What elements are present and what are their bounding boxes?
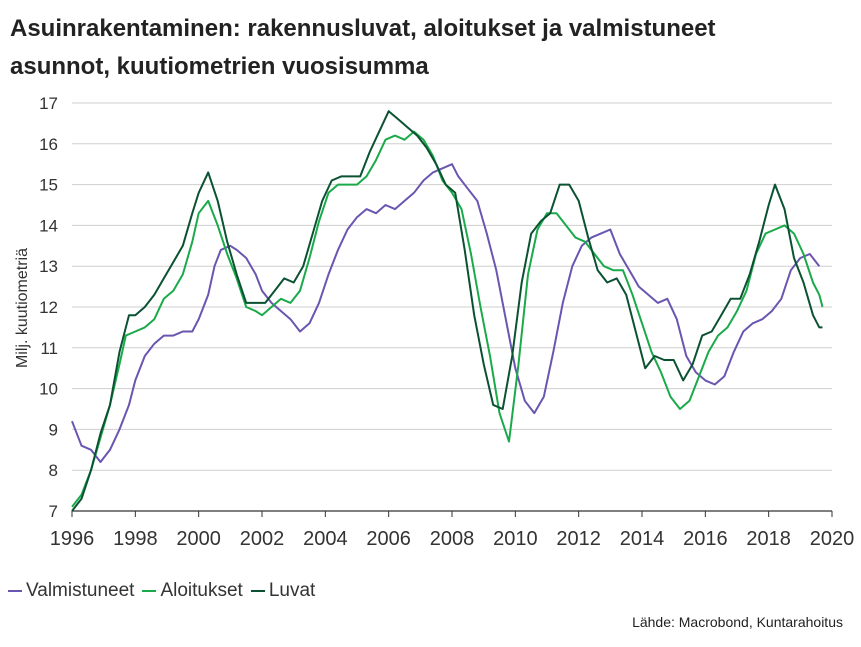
x-tick-label: 2006: [366, 528, 411, 550]
legend-item-valmistuneet: Valmistuneet: [8, 580, 134, 602]
chart-title: Asuinrakentaminen: rakennusluvat, aloitu…: [10, 10, 850, 86]
x-tick-label: 2012: [556, 528, 601, 550]
series-line-luvat: [71, 110, 823, 512]
legend-swatch: [8, 590, 22, 592]
legend-swatch: [142, 590, 157, 592]
y-tick-label: 12: [39, 298, 58, 317]
x-tick-label: 2020: [810, 528, 855, 550]
y-tick-label: 13: [39, 257, 58, 276]
legend-swatch: [250, 590, 265, 592]
series-line-valmistuneet: [71, 163, 821, 463]
series-line-aloitukset: [71, 130, 824, 508]
x-tick-label: 2016: [683, 528, 728, 550]
gridlines: [72, 102, 832, 512]
y-axis-label: Milj. kuutiometriä: [14, 248, 31, 368]
y-tick-label: 11: [40, 339, 58, 358]
x-tick-label: 2010: [493, 528, 538, 550]
chart-title-line-1: Asuinrakentaminen: rakennusluvat, aloitu…: [10, 15, 716, 42]
y-tick-label: 16: [39, 135, 58, 154]
x-tick-label: 1998: [113, 528, 158, 550]
x-tick-label: 2002: [240, 528, 285, 550]
legend-item-aloitukset: Aloitukset: [142, 580, 243, 602]
y-tick-label: 9: [49, 420, 58, 439]
legend-label: Luvat: [268, 580, 316, 601]
legend: Valmistuneet Aloitukset Luvat: [8, 578, 323, 604]
source-note: Lähde: Macrobond, Kuntarahoitus: [632, 614, 843, 630]
y-tick-label: 15: [39, 176, 58, 195]
x-axis: 1996 1998 2000 2002 2004 2006 2008 2010 2012 2014…: [50, 510, 855, 550]
chart-title-line-2: asunnot, kuutiometrien vuosisumma: [10, 53, 429, 80]
y-tick-label: 17: [39, 94, 58, 113]
y-tick-label: 10: [39, 380, 58, 399]
y-tick-label: 8: [49, 461, 58, 480]
x-tick-label: 1996: [50, 528, 95, 550]
x-tick-label: 2018: [746, 528, 791, 550]
legend-label: Aloitukset: [160, 580, 243, 601]
y-axis-ticks: 7 8 9 10 11 12 13 14 15 16 17: [39, 94, 58, 521]
x-tick-label: 2014: [620, 528, 665, 550]
x-tick-label: 2000: [176, 528, 221, 550]
y-tick-label: 14: [39, 216, 58, 235]
x-tick-label: 2008: [430, 528, 475, 550]
x-tick-label: 2004: [303, 528, 348, 550]
legend-label: Valmistuneet: [26, 580, 135, 601]
y-tick-label: 7: [49, 502, 58, 521]
series-lines: [71, 110, 824, 512]
legend-item-luvat: Luvat: [250, 580, 316, 602]
